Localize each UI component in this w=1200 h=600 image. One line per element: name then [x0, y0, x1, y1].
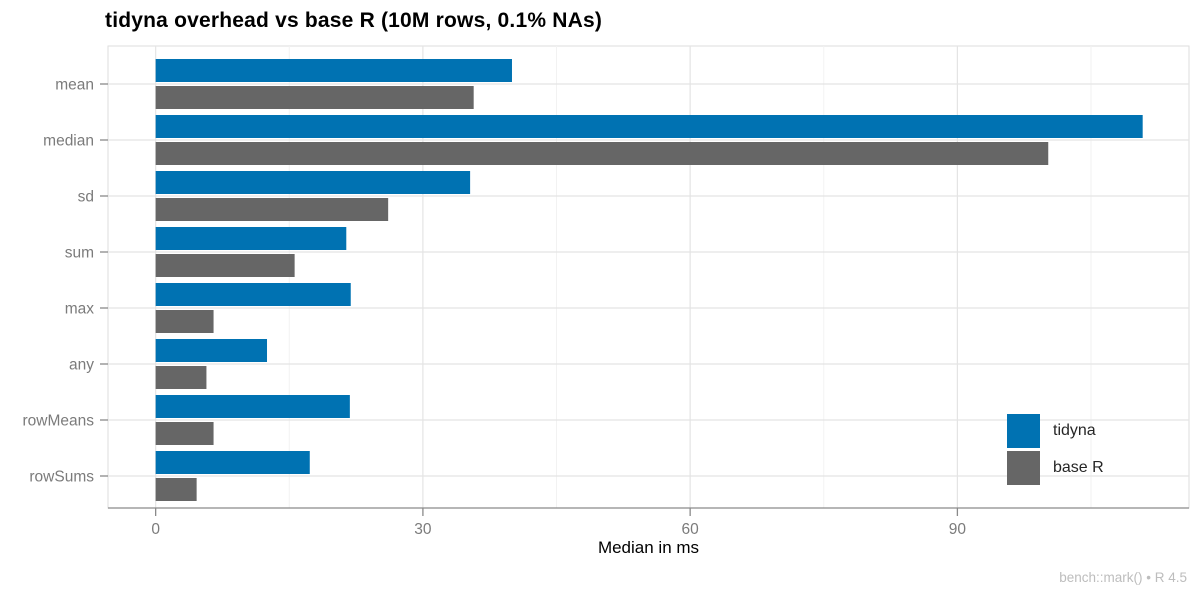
- bar-base-r-sd: [155, 198, 389, 221]
- x-tick-label: 30: [414, 521, 432, 538]
- bar-tidyna-rowMeans: [155, 395, 350, 418]
- bar-base-r-any: [155, 366, 207, 389]
- x-axis-title: Median in ms: [597, 538, 700, 557]
- bar-tidyna-sum: [155, 227, 347, 250]
- x-tick-label: 90: [949, 521, 967, 538]
- bar-tidyna-any: [155, 339, 268, 362]
- caption: bench::mark() • R 4.5: [1059, 570, 1187, 585]
- bar-tidyna-rowSums: [155, 451, 310, 474]
- legend: tidyna base R: [1007, 414, 1104, 488]
- bar-tidyna-max: [155, 283, 351, 306]
- bar-tidyna-mean: [155, 59, 512, 82]
- bar-base-r-sum: [155, 254, 295, 277]
- bar-base-r-rowSums: [155, 478, 197, 501]
- y-category-label: rowMeans: [23, 413, 95, 430]
- bar-tidyna-median: [155, 115, 1143, 138]
- y-category-label: max: [65, 301, 95, 318]
- bar-base-r-rowMeans: [155, 422, 214, 445]
- legend-swatch-tidyna: [1007, 414, 1040, 448]
- y-category-label: mean: [55, 77, 94, 94]
- x-tick-label: 60: [682, 521, 700, 538]
- y-category-label: any: [69, 357, 94, 374]
- bar-base-r-max: [155, 310, 214, 333]
- legend-label-tidyna: tidyna: [1053, 422, 1096, 439]
- legend-item-base-r: base R: [1007, 451, 1104, 485]
- legend-swatch-base-r: [1007, 451, 1040, 485]
- y-category-label: sum: [65, 245, 94, 262]
- chart-title: tidyna overhead vs base R (10M rows, 0.1…: [105, 9, 603, 32]
- bar-base-r-median: [155, 142, 1049, 165]
- y-category-label: median: [43, 133, 94, 150]
- legend-label-base-r: base R: [1053, 459, 1104, 476]
- bar-tidyna-sd: [155, 171, 471, 194]
- x-tick-label: 0: [151, 521, 160, 538]
- legend-item-tidyna: tidyna: [1007, 414, 1104, 448]
- y-category-label: rowSums: [29, 469, 94, 486]
- y-category-label: sd: [78, 189, 94, 206]
- bar-base-r-mean: [155, 86, 474, 109]
